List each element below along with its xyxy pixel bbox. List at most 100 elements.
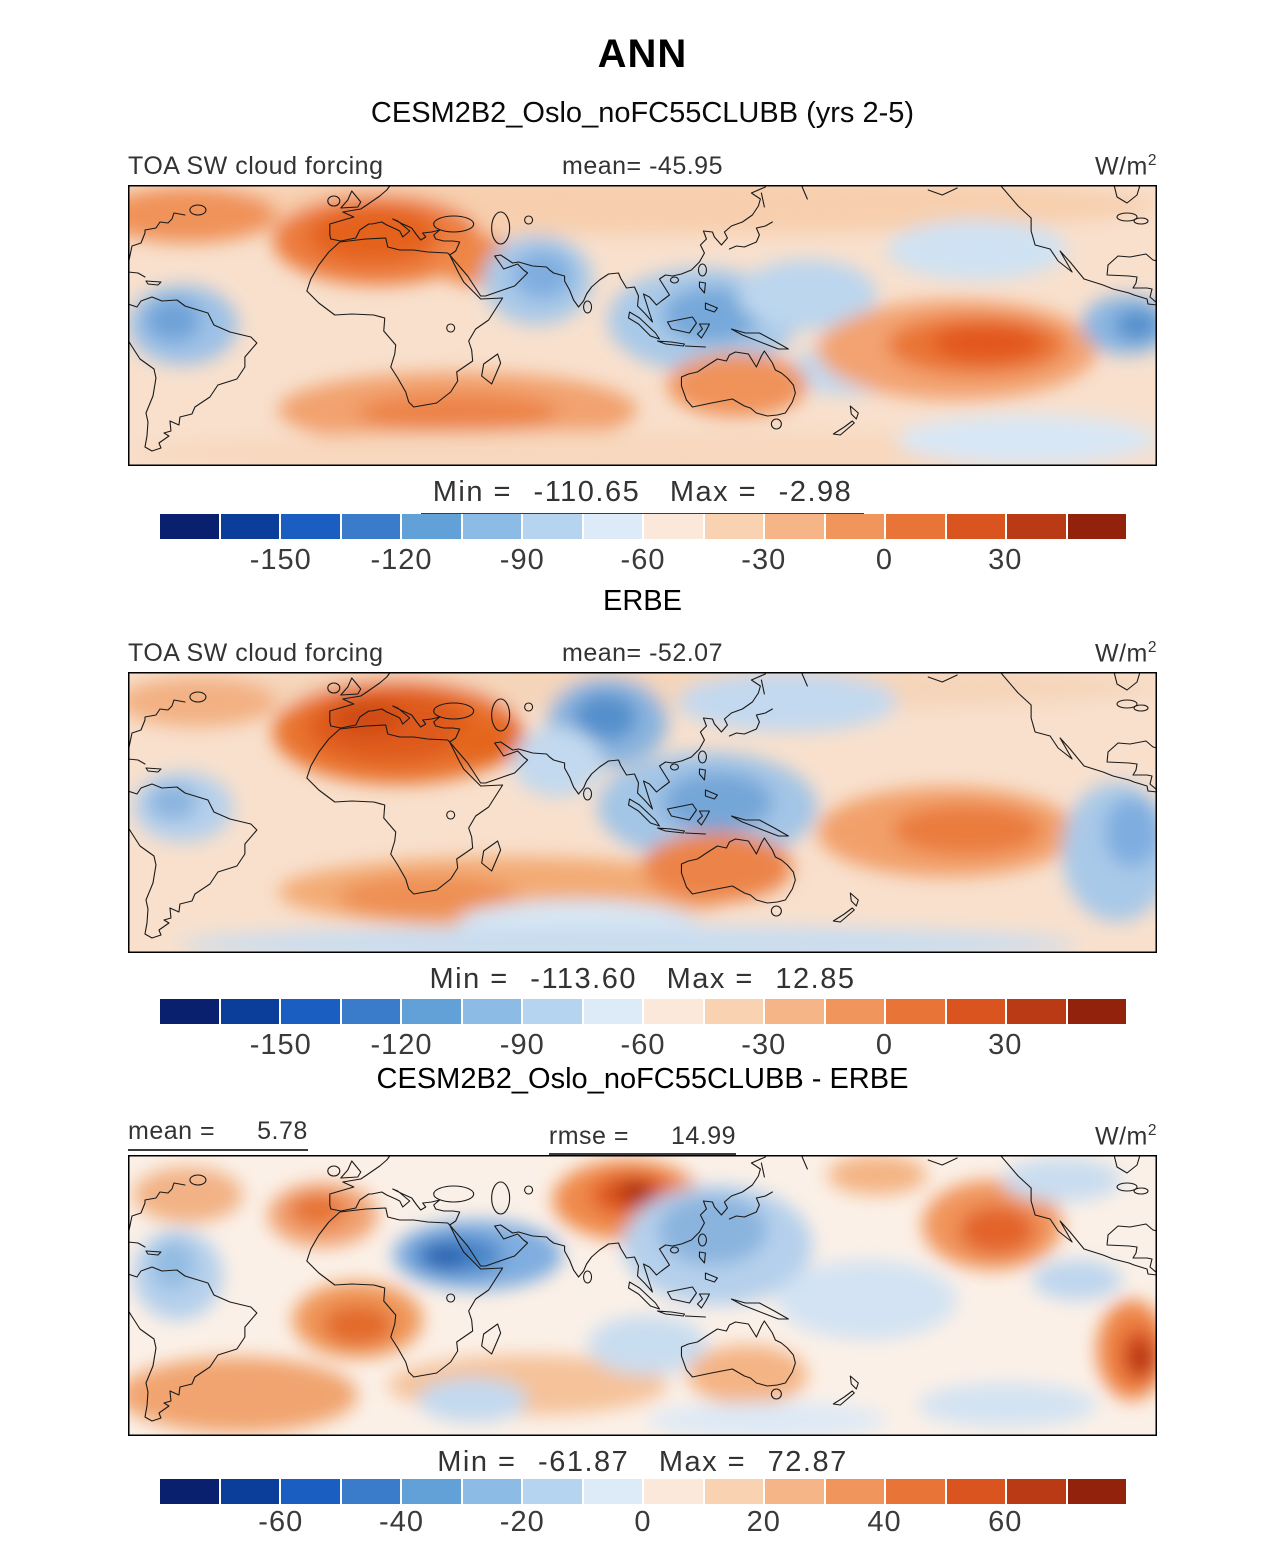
- colorbar-tick-label: -60: [620, 1029, 666, 1061]
- panel2-colorbar-ticks: -150 -120 -90 -60 -30 0 30: [160, 1029, 1126, 1063]
- panel2-header: TOA SW cloud forcing mean= -52.07 W/m2: [128, 635, 1157, 668]
- colorbar-segment: [946, 999, 1005, 1024]
- colorbar-segment: [704, 999, 763, 1024]
- map-difference-shading-blobs: [128, 1155, 1157, 1436]
- erbe-section-title: ERBE: [603, 585, 682, 617]
- colorbar-tick-label: -30: [741, 1029, 787, 1061]
- colorbar-tick-label: 0: [634, 1506, 652, 1538]
- colorbar-segment: [220, 514, 279, 539]
- colorbar-segment: [341, 999, 400, 1024]
- panel3-colorbar: [160, 1479, 1126, 1504]
- colorbar-tick-label: -90: [499, 1029, 545, 1061]
- units-base: W/m: [1095, 152, 1148, 180]
- colorbar-segment: [523, 1479, 582, 1504]
- model-case-title: CESM2B2_Oslo_noFC55CLUBB (yrs 2-5): [370, 97, 915, 129]
- map-difference: [128, 1155, 1157, 1436]
- colorbar-segment: [704, 514, 763, 539]
- colorbar-segment: [825, 999, 884, 1024]
- map-model-shading-blobs: [128, 185, 1157, 466]
- colorbar-segment: [220, 999, 279, 1024]
- panel3-minmax: Min = -61.87 Max = 72.87: [128, 1446, 1157, 1485]
- colorbar-segment: [341, 514, 400, 539]
- min-label: Min =: [437, 1446, 517, 1478]
- colorbar-segment: [462, 999, 521, 1024]
- colorbar-tick-label: 30: [988, 544, 1023, 576]
- min-value: -113.60: [530, 963, 638, 995]
- panel3-units-label: W/m2: [1095, 1122, 1157, 1151]
- map-frame: [128, 1155, 1157, 1436]
- panel1-units-label: W/m2: [1095, 152, 1157, 181]
- panel3-rmse-wrap: rmse = 14.99: [128, 1122, 1157, 1155]
- colorbar-tick-label: -30: [741, 544, 787, 576]
- panel3-rmse-group: rmse = 14.99: [548, 1122, 737, 1155]
- panel2-colorbar: [160, 999, 1126, 1024]
- colorbar-segment: [281, 514, 340, 539]
- colorbar-segment: [220, 1479, 279, 1504]
- map-erbe-shading-blobs: [128, 672, 1157, 953]
- colorbar-tick-label: -40: [379, 1506, 424, 1538]
- colorbar-tick-label: 40: [867, 1506, 902, 1538]
- season-title: ANN: [597, 32, 688, 76]
- colorbar-segment: [765, 1479, 824, 1504]
- colorbar-segment: [1067, 999, 1126, 1024]
- panel1-minmax-group: Min = -110.65 Max = -2.98: [420, 476, 865, 515]
- units-exponent: 2: [1147, 151, 1157, 169]
- colorbar-tick-label: -120: [370, 544, 433, 576]
- colorbar-segment: [281, 999, 340, 1024]
- colorbar-segment: [765, 514, 824, 539]
- colorbar-segment: [886, 514, 945, 539]
- mean-value: 5.78: [257, 1117, 308, 1145]
- min-value: -61.87: [538, 1446, 630, 1478]
- panel1-colorbar: [160, 514, 1126, 539]
- colorbar-tick-label: -90: [499, 544, 545, 576]
- panel1-field-label: TOA SW cloud forcing: [128, 152, 384, 180]
- colorbar-tick-label: 60: [988, 1506, 1023, 1538]
- colorbar-segment: [402, 999, 461, 1024]
- colorbar-tick-label: -120: [370, 1029, 433, 1061]
- colorbar-segment: [644, 999, 703, 1024]
- rmse-label: rmse =: [548, 1122, 630, 1150]
- colorbar-segment: [1067, 1479, 1126, 1504]
- colorbar-tick-label: -60: [258, 1506, 304, 1538]
- max-label: Max =: [669, 476, 758, 508]
- colorbar-tick-label: -20: [499, 1506, 545, 1538]
- panel2-field-label: TOA SW cloud forcing: [128, 639, 384, 667]
- colorbar-segment: [1007, 514, 1066, 539]
- rmse-value: 14.99: [671, 1122, 737, 1150]
- min-value: -110.65: [533, 476, 641, 508]
- colorbar-tick-label: 30: [988, 1029, 1023, 1061]
- colorbar-segment: [825, 514, 884, 539]
- colorbar-segment: [704, 1479, 763, 1504]
- map-model: [128, 185, 1157, 466]
- units-base: W/m: [1095, 639, 1148, 667]
- colorbar-segment: [341, 1479, 400, 1504]
- panel3-mean-group: mean = 5.78: [128, 1117, 308, 1151]
- colorbar-segment: [765, 999, 824, 1024]
- colorbar-segment: [1007, 999, 1066, 1024]
- colorbar-segment: [583, 999, 642, 1024]
- colorbar-segment: [825, 1479, 884, 1504]
- panel1-colorbar-ticks: -150 -120 -90 -60 -30 0 30: [160, 544, 1126, 578]
- colorbar-segment: [1007, 1479, 1066, 1504]
- colorbar-segment: [886, 1479, 945, 1504]
- min-label: Min =: [432, 476, 512, 508]
- colorbar-segment: [946, 1479, 1005, 1504]
- min-label: Min =: [429, 963, 509, 995]
- colorbar-segment: [644, 514, 703, 539]
- colorbar-segment: [160, 1479, 219, 1504]
- panel1-minmax: Min = -110.65 Max = -2.98: [128, 476, 1157, 515]
- colorbar-tick-label: -150: [249, 1029, 312, 1061]
- panel3-minmax-group: Min = -61.87 Max = 72.87: [425, 1446, 860, 1485]
- units-exponent: 2: [1147, 1121, 1157, 1139]
- colorbar-segment: [946, 514, 1005, 539]
- colorbar-segment: [160, 514, 219, 539]
- colorbar-tick-label: 20: [746, 1506, 781, 1538]
- panel1-mean-label: mean= -45.95: [562, 152, 723, 180]
- map-frame: [128, 672, 1157, 953]
- colorbar-segment: [886, 999, 945, 1024]
- units-exponent: 2: [1147, 638, 1157, 656]
- panel3-colorbar-ticks: -60 -40 -20 0 20 40 60: [160, 1506, 1126, 1540]
- max-value: -2.98: [778, 476, 853, 508]
- colorbar-segment: [281, 1479, 340, 1504]
- panel2-minmax-group: Min = -113.60 Max = 12.85: [417, 963, 868, 1002]
